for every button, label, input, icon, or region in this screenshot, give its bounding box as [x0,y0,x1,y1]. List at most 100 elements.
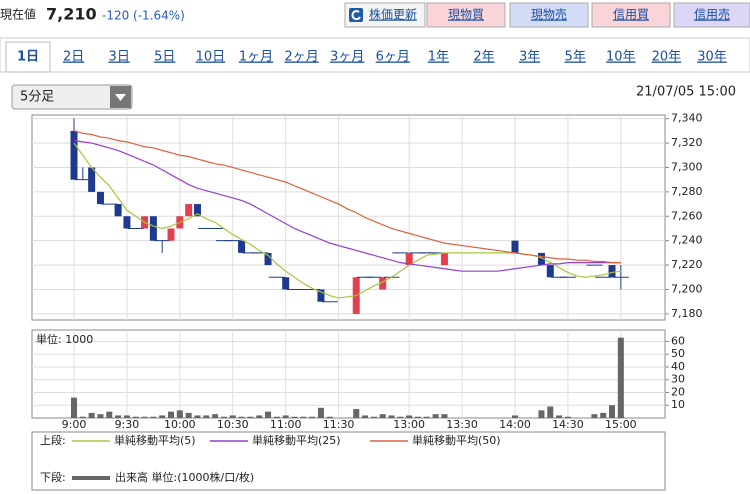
header-button[interactable] [426,2,506,28]
volume-bar [326,416,333,418]
candle-body [537,252,545,266]
period-tab[interactable]: 3日 [109,50,130,65]
price-label: 現在値 [0,7,36,22]
candle-body [608,265,616,278]
candle-body [114,204,122,217]
candle-body [511,240,519,253]
volume-bar [79,416,86,418]
candle-body [282,277,290,290]
interval-select[interactable] [11,84,133,110]
y-tick-label: 30 [671,373,685,386]
candle-body [317,289,325,302]
period-tab[interactable]: 1日 [17,50,39,65]
y-tick-label: 10 [671,398,685,411]
period-tab[interactable]: 3年 [519,50,540,65]
volume-bar [71,397,77,418]
volume-bar [538,410,545,418]
header-button[interactable] [591,2,671,28]
x-tick-label: 15:00 [605,418,637,431]
period-tab[interactable]: 1年 [428,50,449,65]
current-price: 7,210 [46,5,97,24]
x-tick-label: 14:00 [499,418,531,431]
y-tick-label: 7,240 [671,234,703,247]
x-tick-label: 13:00 [393,418,425,431]
legend-upper-label: 上段: [40,433,66,447]
button-label: 信用買 [613,8,649,22]
x-tick-label: 10:00 [164,418,196,431]
period-tab[interactable]: 3ヶ月 [330,50,364,65]
legend-label: 単純移動平均(25) [252,433,341,447]
moving-average-line [73,140,621,272]
legend-volume: 出来高 単位:(1000株/口/枚) [115,470,254,484]
period-tab[interactable]: 20年 [652,50,682,65]
button-label: 現物売 [531,7,567,22]
volume-bar [397,416,404,418]
volume-bar [432,414,439,418]
volume-bar [556,415,563,418]
period-tab[interactable]: 2年 [473,50,494,65]
volume-bar [362,415,369,418]
volume-bar [203,415,210,418]
volume-bar [220,416,227,418]
volume-bar [176,410,183,418]
volume-bar [609,405,616,418]
volume-bar [309,416,316,418]
period-tab[interactable]: 1ヶ月 [239,50,273,65]
x-tick-label: 11:30 [323,418,355,431]
candle-body [193,204,201,217]
period-tab[interactable]: 2ヶ月 [284,50,318,65]
button-label: 現物買 [448,8,484,22]
period-tab[interactable]: 6ヶ月 [376,50,410,65]
volume-bar [600,412,607,418]
y-tick-label: 7,280 [671,185,703,198]
volume-bar [441,414,448,418]
volume-bar [414,416,421,418]
volume-bar [97,414,104,418]
period-tab[interactable]: 5年 [565,50,586,65]
y-tick-label: 50 [671,347,685,360]
period-tab[interactable]: 30年 [697,50,727,65]
button-label: 株価更新 [369,7,417,22]
y-tick-label: 7,200 [671,282,703,295]
volume-bar [379,414,386,418]
volume-bar [317,407,324,418]
volume-bar [123,415,130,418]
header-button[interactable] [673,2,750,28]
header-button[interactable] [509,2,589,28]
x-tick-label: 9:30 [115,418,140,431]
moving-average-line [73,130,621,264]
volume-bar [406,415,413,418]
refresh-arrow [351,10,361,21]
select-arrow [115,94,126,101]
volume-panel [31,329,666,419]
y-tick-label: 7,320 [671,136,703,149]
price-change: -120 (-1.64%) [102,9,185,23]
period-tab[interactable]: 5日 [154,50,175,65]
legend-box [31,431,666,491]
candle-body [185,204,193,217]
volume-bar [291,416,298,418]
period-tab[interactable]: 2日 [63,50,84,65]
panel-title: 単位: 1000 [36,332,93,346]
volume-bar [185,412,192,418]
volume-bar [106,411,113,418]
candle-body [264,252,272,266]
period-tab[interactable]: 10日 [196,50,226,65]
volume-bar [512,415,518,418]
candle-body [149,216,157,241]
volume-bar [273,416,280,418]
volume-bar [256,415,263,418]
volume-bar [159,415,166,418]
volume-bar [132,416,139,418]
volume-bar [300,416,307,418]
volume-bar [115,415,122,418]
volume-bar [212,414,219,418]
period-tab[interactable]: 10年 [606,50,636,65]
volume-bar [229,415,236,418]
x-tick-label: 9:00 [62,418,87,431]
candle-body [440,252,448,266]
legend-lower-label: 下段: [40,470,66,484]
candle-body [123,216,131,229]
